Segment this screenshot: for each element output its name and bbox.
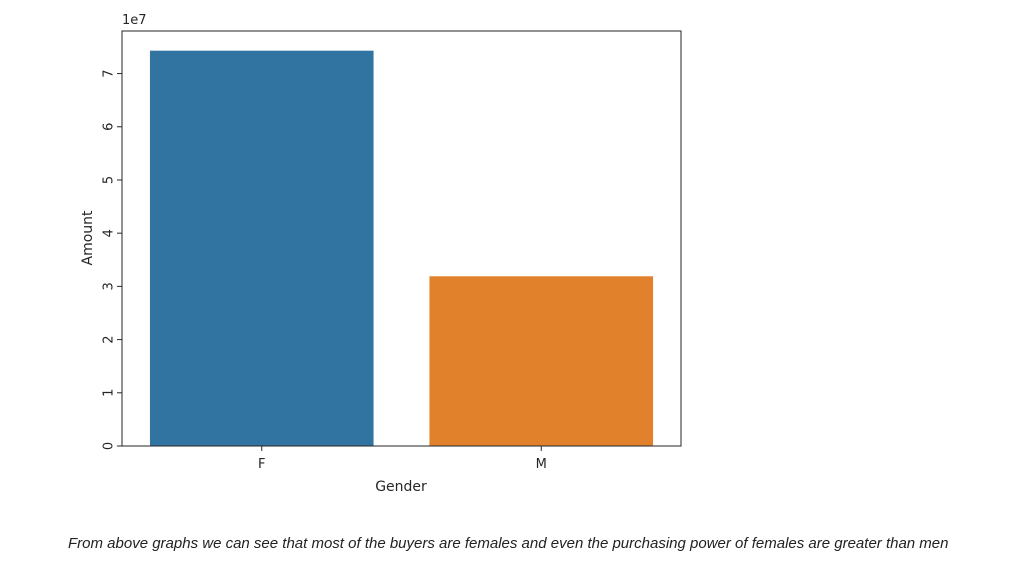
y-axis: 0 1 2 3 4 5 6 7 — [102, 69, 122, 450]
y-tick-label: 4 — [102, 229, 117, 237]
y-tick-label: 2 — [102, 335, 117, 343]
y-axis-offset-label: 1e7 — [122, 13, 147, 28]
bars-group — [149, 50, 654, 446]
bar-m — [429, 276, 654, 446]
x-tick-label: F — [258, 457, 265, 472]
y-tick-label: 1 — [102, 389, 117, 397]
y-axis-label: Amount — [80, 210, 96, 266]
y-tick-label: 3 — [102, 282, 117, 290]
caption-text: From above graphs we can see that most o… — [68, 535, 949, 552]
y-tick-label: 5 — [102, 176, 117, 184]
x-axis-label: Gender — [375, 479, 427, 495]
x-tick-label: M — [536, 457, 547, 472]
y-tick-label: 7 — [102, 69, 117, 77]
bar-f — [149, 50, 374, 446]
y-tick-label: 0 — [102, 442, 117, 450]
plot-frame — [121, 30, 682, 447]
y-tick-label: 6 — [102, 123, 117, 131]
